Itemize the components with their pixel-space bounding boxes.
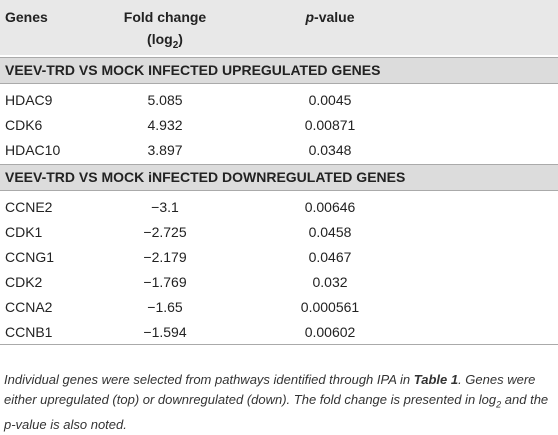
- foot-text: Individual genes were selected from path…: [4, 372, 414, 387]
- p-rest: -value: [314, 9, 355, 25]
- fold-change-cell: 5.085: [147, 92, 183, 108]
- fold-change-cell: −2.179: [143, 249, 187, 265]
- p-value-cell: 0.032: [312, 274, 348, 290]
- p-value-cell: 0.000561: [300, 299, 360, 315]
- p-value-cell: 0.00602: [304, 324, 356, 340]
- fold-change-cell: −2.725: [143, 224, 187, 240]
- header-row: Genes Fold change (log2) p-value: [0, 0, 558, 55]
- gene-cell: CDK6: [5, 117, 43, 133]
- unit-post: ): [178, 31, 183, 47]
- unit-pre: (log: [147, 31, 173, 47]
- foot-text: . Genes were either upregulated (top) or…: [4, 372, 536, 407]
- gene-cell: CCNB1: [5, 324, 53, 340]
- gene-cell: CDK2: [5, 274, 43, 290]
- gene-cell: CDK1: [5, 224, 43, 240]
- section-title: VEEV-TRD VS MOCK INFECTED UPREGULATED GE…: [5, 62, 381, 78]
- foot-ref: Table 1: [413, 372, 459, 387]
- section-row: VEEV-TRD VS MOCK iNFECTED DOWNREGULATED …: [0, 164, 558, 191]
- fold-change-cell: −1.65: [147, 299, 183, 315]
- foot-sub: 2: [496, 399, 502, 410]
- gene-cell: CCNA2: [5, 299, 53, 315]
- fold-change-cell: −3.1: [151, 199, 179, 215]
- fold-change-cell: 4.932: [147, 117, 183, 133]
- gene-cell: HDAC9: [5, 92, 53, 108]
- fold-change-cell: 3.897: [147, 142, 183, 158]
- header-fold-unit: (log2): [147, 30, 183, 55]
- p-value-cell: 0.00871: [304, 117, 356, 133]
- section-title: VEEV-TRD VS MOCK iNFECTED DOWNREGULATED …: [5, 169, 406, 185]
- fold-change-cell: −1.769: [143, 274, 187, 290]
- header-p-value: p-value: [305, 8, 354, 26]
- gene-cell: HDAC10: [5, 142, 61, 158]
- p-italic: p: [305, 9, 315, 25]
- p-value-cell: 0.0458: [308, 224, 352, 240]
- unit-sub: 2: [172, 39, 179, 51]
- header-fold-change: Fold change: [123, 9, 207, 25]
- header-genes: Genes: [5, 9, 48, 25]
- gene-cell: CCNG1: [5, 249, 55, 265]
- p-value-cell: 0.0348: [308, 142, 352, 158]
- section-row: VEEV-TRD VS MOCK INFECTED UPREGULATED GE…: [0, 57, 558, 84]
- p-value-cell: 0.0045: [308, 92, 352, 108]
- p-value-cell: 0.00646: [304, 199, 356, 215]
- gene-cell: CCNE2: [5, 199, 53, 215]
- p-value-cell: 0.0467: [308, 249, 352, 265]
- foot-log: log: [478, 392, 497, 407]
- bottom-rule: [0, 344, 558, 345]
- footnote: Individual genes were selected from path…: [4, 370, 554, 435]
- fold-change-cell: −1.594: [143, 324, 187, 340]
- foot-text: and the p-value is also noted.: [4, 392, 549, 432]
